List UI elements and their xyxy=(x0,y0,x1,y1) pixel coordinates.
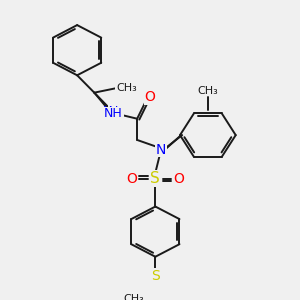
Text: S: S xyxy=(151,269,160,283)
Text: NH: NH xyxy=(104,107,123,120)
Text: O: O xyxy=(145,91,155,104)
Text: N: N xyxy=(103,106,112,118)
Text: S: S xyxy=(151,171,160,186)
Text: H: H xyxy=(109,106,118,118)
Text: CH₃: CH₃ xyxy=(197,86,218,96)
Text: N: N xyxy=(155,142,166,157)
Text: O: O xyxy=(126,172,137,186)
Text: CH₃: CH₃ xyxy=(116,83,137,93)
Text: O: O xyxy=(173,172,184,186)
Text: CH₃: CH₃ xyxy=(124,294,144,300)
